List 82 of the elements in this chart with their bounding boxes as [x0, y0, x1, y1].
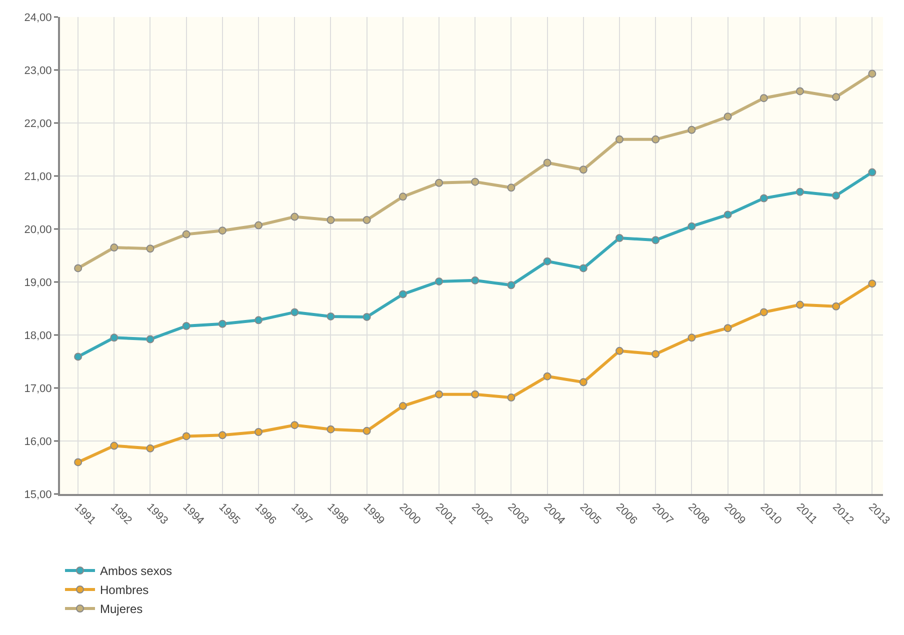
y-tick-label: 15,00 [24, 488, 52, 501]
point [724, 324, 732, 332]
point [543, 158, 552, 167]
point [254, 221, 263, 230]
y-tick-label: 22,00 [24, 118, 52, 130]
point [290, 212, 299, 221]
point [110, 244, 118, 252]
point [326, 216, 335, 224]
point [398, 290, 407, 298]
point [110, 442, 118, 450]
point [74, 458, 82, 466]
point [724, 210, 732, 219]
point [832, 302, 840, 310]
point [868, 70, 876, 78]
point [760, 94, 768, 102]
y-tick-label: 19,00 [24, 276, 52, 289]
point [254, 428, 263, 436]
point [74, 352, 82, 361]
y-tick-label: 18,00 [24, 330, 52, 342]
point [688, 126, 696, 134]
y-tick-label: 21,00 [24, 170, 52, 183]
point [435, 178, 444, 187]
y-tick-label: 20,00 [24, 224, 52, 236]
point [290, 308, 299, 316]
point [579, 378, 588, 386]
point [146, 335, 154, 344]
point [326, 312, 335, 320]
point [579, 166, 588, 174]
point [471, 276, 480, 284]
point [398, 192, 407, 201]
point [362, 216, 371, 224]
point [543, 372, 552, 380]
point [398, 402, 407, 410]
legend-label: Hombres [100, 583, 149, 598]
point [579, 264, 588, 272]
point [796, 188, 804, 196]
point [362, 312, 371, 321]
point [471, 390, 480, 398]
legend-label: Mujeres [100, 602, 143, 616]
point [652, 236, 660, 244]
point [868, 280, 876, 288]
point [507, 394, 516, 402]
point [796, 300, 804, 309]
point [146, 244, 154, 253]
point [182, 432, 190, 440]
point [688, 222, 696, 230]
point [507, 184, 516, 192]
point [760, 194, 768, 202]
point [74, 264, 82, 272]
y-tick-label: 17,00 [24, 382, 52, 395]
legend-label: Ambos sexos [100, 564, 172, 578]
point [218, 320, 226, 328]
point [832, 93, 840, 102]
y-tick-label: 23,00 [24, 64, 52, 77]
point [652, 350, 660, 358]
point [218, 226, 226, 235]
point [832, 192, 840, 200]
point [796, 87, 804, 96]
point [326, 425, 335, 434]
point [652, 135, 660, 144]
point [471, 178, 480, 186]
point [362, 426, 371, 435]
point [110, 334, 118, 342]
point [543, 257, 552, 266]
point [724, 112, 732, 121]
point [616, 346, 624, 355]
point [616, 234, 624, 242]
point [218, 431, 226, 440]
point [435, 390, 444, 398]
y-tick-label: 24,00 [24, 12, 52, 24]
point [616, 135, 624, 144]
point [760, 308, 768, 316]
point [254, 316, 263, 324]
point [182, 322, 190, 330]
point [182, 230, 190, 238]
point [868, 168, 876, 176]
y-tick-label: 16,00 [24, 436, 52, 448]
point [507, 281, 516, 290]
point [290, 421, 299, 430]
point [688, 334, 696, 342]
point [146, 444, 154, 452]
point [435, 277, 444, 286]
